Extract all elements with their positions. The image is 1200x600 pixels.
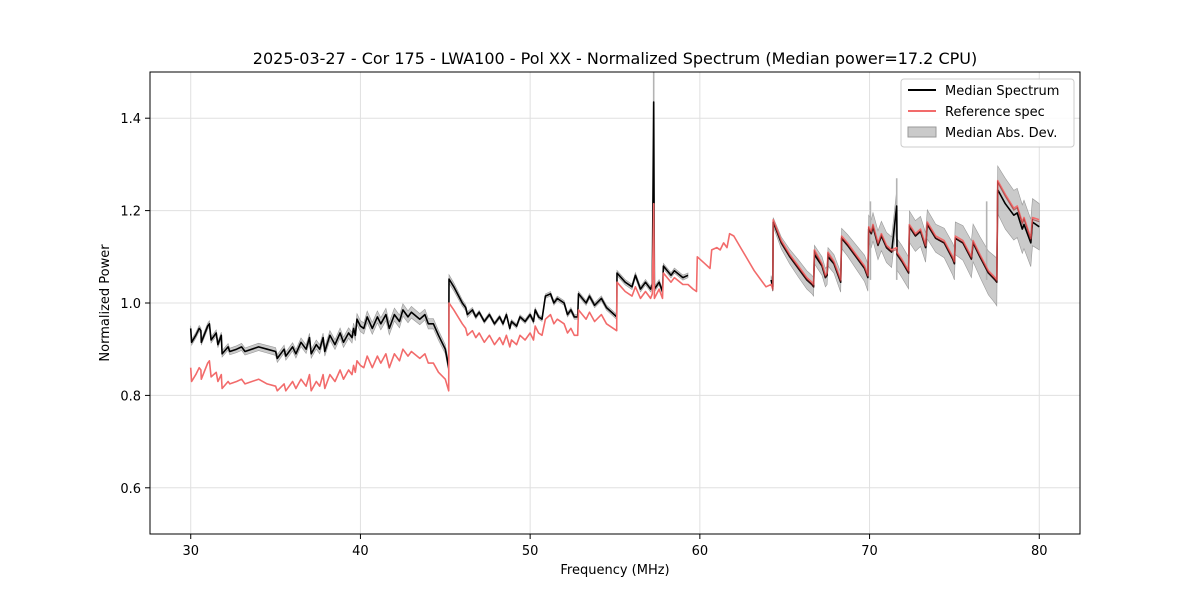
y-tick-label: 1.0 bbox=[120, 297, 141, 312]
median-spectrum-line bbox=[189, 101, 689, 369]
y-tick-label: 0.6 bbox=[120, 482, 141, 497]
series-layer bbox=[189, 101, 1040, 392]
legend-reference-label: Reference spec bbox=[945, 105, 1045, 120]
chart-title: 2025-03-27 - Cor 175 - LWA100 - Pol XX -… bbox=[253, 49, 977, 68]
x-tick-label: 30 bbox=[182, 544, 199, 559]
y-tick-label: 0.8 bbox=[120, 389, 141, 404]
legend-median-label: Median Spectrum bbox=[945, 84, 1059, 99]
x-tick-label: 50 bbox=[522, 544, 539, 559]
y-tick-label: 1.2 bbox=[120, 205, 141, 220]
y-tick-label: 1.4 bbox=[120, 112, 141, 127]
legend-mad-swatch bbox=[907, 126, 937, 138]
legend: Median Spectrum Reference spec Median Ab… bbox=[900, 78, 1075, 148]
reference-overlap-line bbox=[772, 180, 1040, 292]
y-axis-ticks: 0.6 0.8 1.0 1.2 1.4 bbox=[120, 112, 150, 497]
x-tick-label: 80 bbox=[1031, 544, 1048, 559]
x-tick-label: 60 bbox=[692, 544, 709, 559]
legend-mad-label: Median Abs. Dev. bbox=[945, 126, 1057, 141]
legend-box bbox=[900, 78, 1075, 148]
x-axis-label: Frequency (MHz) bbox=[560, 563, 669, 578]
reference-spec-line bbox=[189, 179, 1040, 392]
x-axis-ticks: 30 40 50 60 70 80 bbox=[182, 534, 1048, 559]
y-axis-label: Normalized Power bbox=[98, 244, 113, 362]
x-tick-label: 40 bbox=[352, 544, 369, 559]
x-tick-label: 70 bbox=[861, 544, 878, 559]
